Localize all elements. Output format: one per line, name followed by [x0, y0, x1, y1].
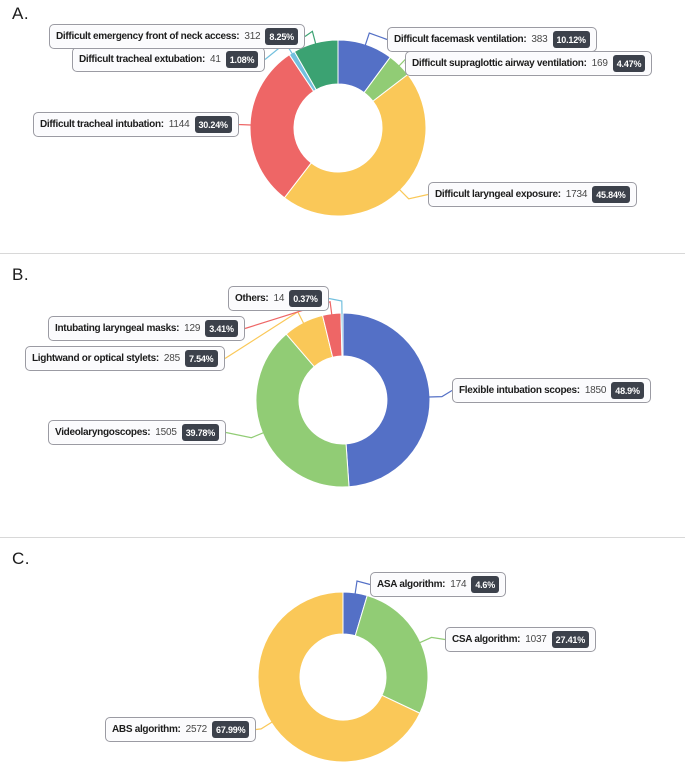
- section-divider: [0, 537, 685, 538]
- panel-a: A. Difficult facemask ventilation: 383 10.…: [0, 0, 685, 253]
- leader-line: [328, 297, 343, 315]
- pie-slice: [342, 312, 431, 488]
- leader-line: [419, 636, 446, 644]
- pie-slice: [257, 591, 421, 763]
- donut-chart-a: [238, 30, 429, 217]
- panel-label-c: C.: [12, 549, 30, 568]
- panel-label-a: A.: [12, 4, 30, 23]
- leader-line: [428, 389, 453, 398]
- leader-line: [304, 30, 317, 45]
- leader-line: [399, 189, 429, 200]
- panel-b: B. Flexible intubation scopes: 1850 48.9% V…: [0, 253, 685, 537]
- leader-line: [225, 431, 264, 439]
- leader-line: [354, 580, 371, 594]
- donut-chart-c: [255, 580, 446, 763]
- pie-slice: [283, 73, 427, 217]
- leader-line: [244, 301, 333, 330]
- pie-slice: [354, 595, 429, 714]
- panel-label-b: B.: [12, 265, 30, 284]
- pie-slice: [255, 333, 350, 488]
- panel-c: C. ASA algorithm: 174 4.6% CSA algorithm: 10…: [0, 537, 685, 766]
- section-divider: [0, 253, 685, 254]
- donut-chart-b: [224, 297, 453, 488]
- pie-slice: [249, 54, 315, 199]
- leader-line: [364, 32, 388, 46]
- leader-line: [255, 721, 273, 731]
- leader-line: [238, 123, 252, 126]
- leader-line: [398, 56, 409, 67]
- pie-slice: [293, 39, 339, 91]
